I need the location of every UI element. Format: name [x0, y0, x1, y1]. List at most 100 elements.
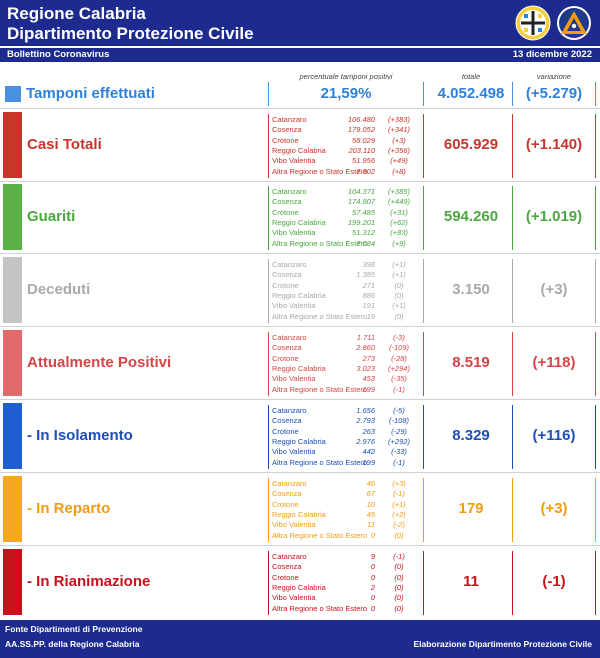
tamponi-variation: (+5.279) [512, 82, 596, 106]
province-value: 46 [366, 479, 375, 488]
province-name: Vibo Valentia [272, 156, 316, 166]
province-name: Altra Regione o Stato Estero [272, 311, 368, 321]
province-delta: (0) [394, 530, 404, 540]
province-delta: (+1) [392, 260, 406, 269]
province-delta: (-1) [393, 489, 405, 499]
province-name: Reggio Calabria [272, 145, 326, 155]
province-name: Cosenza [272, 343, 302, 353]
province-value: 0 [370, 603, 375, 613]
province-value: 0 [370, 572, 375, 582]
province-delta: (-3) [393, 333, 405, 342]
province-value: 58.029 [352, 135, 375, 145]
footer-source-line1: Fonte Dipartimenti di Prevenzione [5, 624, 143, 634]
province-delta: (+2) [392, 509, 406, 519]
province-name: Crotone [272, 207, 299, 217]
row-variation: (+118) [512, 332, 596, 396]
row-variation: (+116) [512, 405, 596, 469]
province-value: 3.023 [356, 363, 375, 373]
province-name: Crotone [272, 135, 299, 145]
row-color-bar [3, 257, 22, 323]
footer-elaboration: Elaborazione Dipartimento Protezione Civ… [413, 639, 592, 649]
tamponi-total: 4.052.498 [437, 85, 505, 102]
province-value: 398 [362, 260, 375, 269]
province-name: Altra Regione o Stato Estero [272, 457, 368, 467]
row-guariti: Guariti Catanzaro 104.371 (+385) Cosenza 174.… [0, 184, 600, 252]
province-breakdown: Catanzaro 398 (+1) Cosenza 1.385 (+1) Crotone 2… [268, 259, 424, 323]
tamponi-color-square [5, 86, 21, 102]
province-name: Cosenza [272, 489, 302, 499]
row-variation: (+1.019) [512, 186, 596, 250]
province-delta: (0) [394, 280, 404, 290]
province-delta: (-109) [388, 343, 409, 353]
province-value: 19 [366, 311, 375, 321]
row-in-reparto: - In Reparto Catanzaro 46 (+3) Cosenza 67 (-1)… [0, 476, 600, 544]
province-value: 179.052 [347, 125, 375, 135]
region-calabria-logo-icon [515, 5, 551, 41]
row-divider [0, 472, 600, 473]
province-delta: (+292) [388, 436, 410, 446]
province-delta: (-33) [391, 447, 407, 457]
protezione-civile-logo-icon [557, 6, 591, 40]
row-total: 11 [463, 573, 479, 590]
province-name: Altra Regione o Stato Estero [272, 530, 368, 540]
province-delta: (-1) [393, 552, 405, 561]
province-name: Altra Regione o Stato Estero [272, 166, 368, 176]
province-name: Crotone [272, 572, 299, 582]
province-breakdown: Catanzaro 106.480 (+383) Cosenza 179.052 (+34… [268, 114, 424, 178]
row-divider [0, 399, 600, 400]
province-name: Reggio Calabria [272, 290, 326, 300]
province-value: 0 [370, 593, 375, 603]
province-delta: (-35) [391, 374, 407, 384]
province-value: 2.793 [356, 416, 375, 426]
province-name: Cosenza [272, 562, 302, 572]
province-name: Reggio Calabria [272, 436, 326, 446]
province-name: Altra Regione o Stato Estero [272, 384, 368, 394]
row-divider [0, 181, 600, 182]
column-header-total: totale [461, 72, 481, 81]
province-name: Vibo Valentia [272, 593, 316, 603]
row-label: - In Isolamento [27, 427, 133, 444]
province-delta: (+62) [390, 217, 408, 227]
province-name: Vibo Valentia [272, 374, 316, 384]
row-casi-totali: Casi Totali Catanzaro 106.480 (+383) Cosenza… [0, 112, 600, 180]
province-name: Cosenza [272, 270, 302, 280]
province-breakdown: Catanzaro 9 (-1) Cosenza 0 (0) Crotone 0 (0) Regg… [268, 551, 424, 615]
province-breakdown: Catanzaro 46 (+3) Cosenza 67 (-1) Crotone 10 (+1… [268, 478, 424, 542]
row-divider [0, 108, 600, 109]
province-delta: (0) [394, 572, 404, 582]
row-variation: (+3) [512, 478, 596, 542]
province-breakdown: Catanzaro 1.656 (-5) Cosenza 2.793 (-108) Crot… [268, 405, 424, 469]
province-name: Vibo Valentia [272, 520, 316, 530]
province-value: 7.084 [356, 238, 375, 248]
province-delta: (0) [394, 582, 404, 592]
province-delta: (-29) [391, 426, 407, 436]
province-delta: (+341) [388, 125, 410, 135]
column-header-percent: percentuale tamponi positivi [299, 72, 393, 81]
title-line1: Regione Calabria [7, 4, 146, 23]
province-delta: (+8) [392, 166, 406, 176]
province-delta: (-108) [388, 416, 409, 426]
province-name: Catanzaro [272, 479, 307, 488]
province-name: Vibo Valentia [272, 447, 316, 457]
province-value: 191 [362, 301, 375, 311]
province-delta: (+3) [392, 135, 406, 145]
subtitle-bar: Bollettino Coronavirus 13 dicembre 2022 [0, 48, 600, 62]
province-delta: (+9) [392, 238, 406, 248]
row-label: - In Rianimazione [27, 573, 151, 590]
row-total: 179 [458, 500, 484, 517]
province-value: 51.312 [352, 228, 375, 238]
province-value: 9 [370, 552, 375, 561]
province-value: 0 [370, 562, 375, 572]
row-total: 605.929 [443, 136, 499, 153]
row-in-isolamento: - In Isolamento Catanzaro 1.656 (-5) Cosenza… [0, 403, 600, 471]
province-breakdown: Catanzaro 1.711 (-3) Cosenza 2.860 (-109) Crot… [268, 332, 424, 396]
title-line2: Dipartimento Protezione Civile [7, 24, 254, 43]
province-value: 7.302 [356, 166, 375, 176]
row-label: Deceduti [27, 281, 91, 298]
province-delta: (0) [394, 311, 404, 321]
province-name: Reggio Calabria [272, 509, 326, 519]
row-label: - In Reparto [27, 500, 111, 517]
row-divider [0, 326, 600, 327]
row-color-bar [3, 549, 22, 615]
row-color-bar [3, 184, 22, 250]
